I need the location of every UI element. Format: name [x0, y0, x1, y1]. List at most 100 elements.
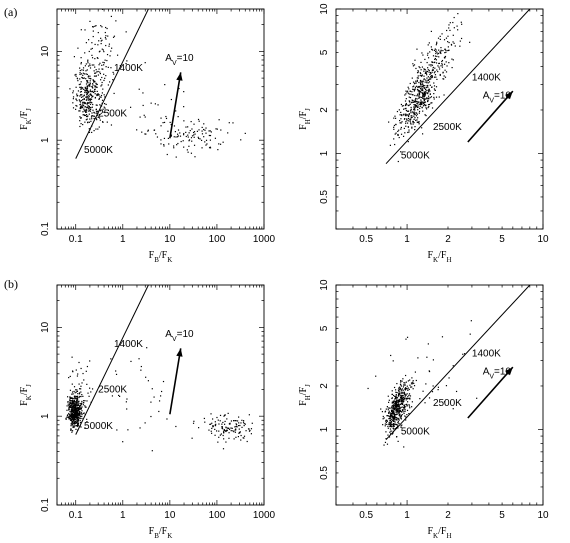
- x-tick-label: 1: [404, 510, 410, 521]
- data-point: [80, 404, 82, 406]
- data-point: [227, 427, 230, 430]
- data-point: [428, 397, 431, 399]
- data-point: [398, 419, 400, 421]
- reddening-vector-shaft: [467, 90, 514, 143]
- data-point: [401, 413, 403, 416]
- data-point: [100, 110, 102, 112]
- data-point: [239, 432, 241, 434]
- data-point: [81, 382, 83, 384]
- data-point: [436, 55, 438, 58]
- data-point: [394, 117, 397, 119]
- data-point: [97, 31, 99, 34]
- data-point: [71, 421, 74, 423]
- panel-label-a: (a): [4, 5, 17, 19]
- data-point: [79, 402, 81, 405]
- data-point: [399, 122, 401, 124]
- data-point: [77, 416, 79, 419]
- data-point: [392, 360, 394, 362]
- data-point: [429, 90, 431, 92]
- data-point: [391, 402, 393, 404]
- data-point: [72, 408, 74, 410]
- data-point: [78, 405, 81, 407]
- data-point: [75, 410, 77, 412]
- data-point: [413, 88, 415, 91]
- data-point: [390, 416, 392, 418]
- data-point: [177, 116, 179, 118]
- data-point: [210, 413, 212, 415]
- data-point: [71, 413, 73, 416]
- data-point: [66, 405, 68, 407]
- data-point: [453, 42, 455, 44]
- data-point: [414, 86, 417, 88]
- data-point: [76, 398, 79, 400]
- data-point: [414, 114, 416, 116]
- data-point: [95, 85, 97, 87]
- data-point: [392, 423, 395, 425]
- data-point: [75, 405, 77, 407]
- data-point: [80, 106, 82, 108]
- data-point: [415, 115, 418, 117]
- data-point: [418, 97, 420, 99]
- data-point: [224, 414, 226, 416]
- data-point: [408, 404, 410, 406]
- data-point: [450, 44, 453, 46]
- data-point: [97, 116, 99, 118]
- data-point: [75, 389, 77, 391]
- data-point: [75, 395, 78, 398]
- data-point: [395, 398, 397, 400]
- data-point: [405, 397, 407, 399]
- data-point: [421, 106, 423, 108]
- y-tick-label: 0.5: [319, 466, 330, 480]
- data-point: [164, 84, 166, 86]
- data-point: [391, 397, 393, 400]
- data-point: [188, 139, 191, 141]
- data-point: [89, 118, 91, 120]
- data-point: [76, 99, 78, 102]
- data-point: [80, 408, 83, 410]
- x-tick-label: 0.5: [359, 234, 373, 245]
- data-point: [444, 76, 447, 78]
- data-point: [412, 86, 414, 88]
- data-point: [404, 406, 406, 408]
- data-point: [441, 64, 444, 66]
- data-point: [78, 404, 80, 407]
- data-point: [170, 135, 172, 137]
- blackbody-line: [75, 285, 149, 435]
- data-point: [397, 160, 399, 163]
- data-point: [393, 411, 395, 413]
- data-point: [77, 90, 80, 92]
- data-point: [392, 413, 394, 415]
- data-point: [402, 392, 404, 394]
- data-point: [93, 70, 95, 72]
- data-point: [84, 90, 86, 92]
- data-point: [70, 411, 73, 413]
- data-point: [80, 73, 82, 75]
- data-point: [399, 415, 401, 417]
- data-point: [104, 77, 106, 79]
- data-point: [408, 397, 410, 400]
- data-point: [85, 92, 87, 94]
- data-point: [224, 430, 227, 432]
- data-point: [78, 392, 81, 394]
- x-tick-label: 100: [209, 510, 226, 521]
- data-point: [402, 389, 404, 391]
- data-point: [79, 100, 81, 102]
- data-point: [426, 70, 429, 73]
- data-point: [77, 403, 80, 405]
- data-point: [394, 398, 396, 400]
- data-point: [406, 403, 408, 405]
- data-point: [421, 89, 424, 91]
- data-point: [88, 131, 91, 133]
- data-point: [201, 147, 203, 149]
- data-point: [454, 45, 456, 47]
- data-point: [77, 407, 79, 409]
- data-point: [112, 36, 115, 38]
- data-point: [78, 383, 80, 385]
- data-point: [85, 96, 87, 98]
- data-point: [96, 71, 98, 73]
- data-point: [406, 388, 408, 390]
- data-point: [189, 129, 191, 132]
- data-point: [414, 88, 416, 90]
- data-point: [88, 121, 90, 123]
- data-point: [413, 118, 415, 120]
